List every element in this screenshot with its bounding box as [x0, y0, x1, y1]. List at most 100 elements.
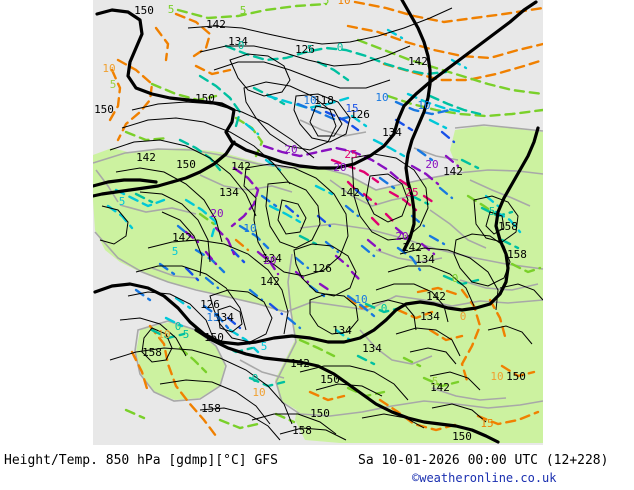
svg-text:126: 126	[312, 262, 332, 275]
temperature-label: 15	[480, 417, 493, 430]
svg-text:15: 15	[345, 102, 358, 115]
svg-text:134: 134	[382, 126, 402, 139]
temperature-label: 0	[337, 41, 344, 54]
height-label: 134	[362, 342, 382, 355]
isotherm-zero	[134, 44, 520, 388]
temperature-label: 5	[110, 78, 117, 91]
height-label: 158	[292, 424, 312, 437]
svg-text:10: 10	[375, 91, 388, 104]
temperature-label: 10	[157, 328, 170, 341]
height-label: 142	[172, 231, 192, 244]
temperature-label: 10	[490, 370, 503, 383]
height-label: 126	[200, 298, 220, 311]
svg-text:150: 150	[506, 370, 526, 383]
height-label: 142	[426, 290, 446, 303]
svg-text:5: 5	[261, 340, 268, 353]
svg-text:134: 134	[332, 324, 352, 337]
svg-text:150: 150	[94, 103, 114, 116]
svg-text:10: 10	[490, 370, 503, 383]
svg-text:20: 20	[263, 254, 276, 267]
svg-text:25: 25	[344, 148, 357, 161]
temperature-label: 5	[261, 340, 268, 353]
svg-text:134: 134	[415, 253, 435, 266]
svg-text:158: 158	[292, 424, 312, 437]
height-label: 150	[176, 158, 196, 171]
isotherms	[106, 0, 545, 438]
temperature-label: 5	[240, 4, 247, 17]
height-label: 142	[443, 165, 463, 178]
svg-text:5: 5	[110, 78, 117, 91]
height-label: 150	[204, 331, 224, 344]
svg-text:5: 5	[489, 205, 496, 218]
temperature-label: 5	[119, 195, 126, 208]
height-label: 150	[134, 4, 154, 17]
svg-text:20: 20	[395, 230, 408, 243]
footer-bar: Height/Temp. 850 hPa [gdmp][°C] GFS Sa 1…	[0, 445, 634, 490]
temperature-label: 20	[425, 158, 438, 171]
svg-text:0: 0	[460, 310, 467, 323]
svg-text:142: 142	[136, 151, 156, 164]
isotherm-minus20	[184, 144, 460, 294]
svg-text:0: 0	[238, 39, 245, 52]
svg-text:134: 134	[420, 310, 440, 323]
temperature-label: 0	[175, 320, 182, 333]
copyright-link[interactable]: ©weatheronline.co.uk	[412, 471, 557, 485]
svg-text:25: 25	[405, 186, 418, 199]
temperature-label: 15	[345, 102, 358, 115]
height-contours	[99, 7, 544, 441]
height-label: 150	[195, 92, 215, 105]
svg-text:10: 10	[243, 222, 256, 235]
height-label: 142	[402, 241, 422, 254]
svg-text:20: 20	[210, 207, 223, 220]
svg-text:10: 10	[354, 293, 367, 306]
svg-text:126: 126	[350, 108, 370, 121]
temperature-label: 10	[243, 222, 256, 235]
temperature-label: 5	[432, 375, 439, 388]
svg-text:126: 126	[200, 298, 220, 311]
svg-text:0: 0	[252, 372, 259, 385]
svg-text:142: 142	[443, 165, 463, 178]
svg-text:142: 142	[231, 160, 251, 173]
temperature-label: 5	[168, 3, 175, 16]
svg-text:150: 150	[320, 373, 340, 386]
svg-text:10: 10	[252, 386, 265, 399]
svg-text:126: 126	[295, 43, 315, 56]
temperature-label: 10	[417, 99, 430, 112]
svg-text:150: 150	[195, 92, 215, 105]
temperature-label: 0	[452, 272, 459, 285]
height-label: 142	[260, 275, 280, 288]
height-label: 158	[142, 346, 162, 359]
temperature-label: 5	[172, 245, 179, 258]
height-label: 126	[350, 108, 370, 121]
svg-text:150: 150	[310, 407, 330, 420]
temperature-label: 10	[337, 0, 350, 7]
svg-text:142: 142	[206, 18, 226, 31]
height-label: 126	[312, 262, 332, 275]
isotherm-plus5	[124, 2, 545, 430]
temperature-label: 20	[395, 230, 408, 243]
svg-text:142: 142	[340, 186, 360, 199]
svg-text:142: 142	[402, 241, 422, 254]
temperature-label: 20	[284, 143, 297, 156]
svg-text:20: 20	[284, 143, 297, 156]
height-label: 134	[219, 186, 239, 199]
map-canvas[interactable]: 150 142 134 126 142 118 150 126 134 150 142 150 142 1…	[0, 0, 634, 445]
height-label: 142	[206, 18, 226, 31]
height-label: 134	[262, 252, 282, 265]
height-label: 134	[228, 35, 248, 48]
temperature-label: 20	[263, 254, 276, 267]
svg-text:10: 10	[337, 0, 350, 7]
svg-text:158: 158	[142, 346, 162, 359]
height-label: 142	[408, 55, 428, 68]
svg-text:20: 20	[333, 161, 346, 174]
temperature-label: 10	[252, 386, 265, 399]
height-label: 134	[214, 311, 234, 324]
height-label: 158	[498, 220, 518, 233]
height-contour-150-thick	[91, 0, 540, 444]
height-label: 150	[506, 370, 526, 383]
height-label: 142	[430, 381, 450, 394]
isotherm-minus5	[106, 28, 522, 354]
height-label: 142	[290, 357, 310, 370]
height-label: 126	[295, 43, 315, 56]
